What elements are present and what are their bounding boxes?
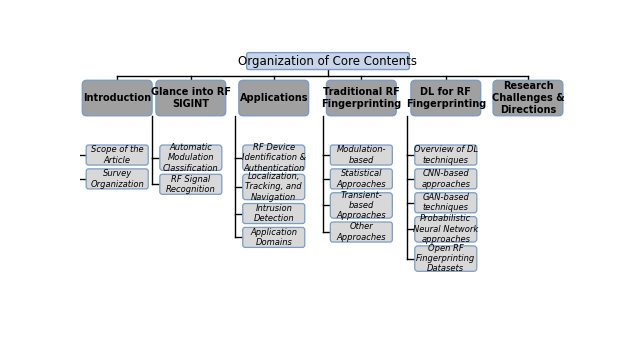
Text: Modulation-
based: Modulation- based	[337, 145, 386, 165]
FancyBboxPatch shape	[239, 80, 308, 116]
FancyBboxPatch shape	[415, 193, 477, 213]
Text: GAN-based
techniques: GAN-based techniques	[422, 193, 469, 212]
Text: Scope of the
Article: Scope of the Article	[91, 145, 143, 165]
Text: Research
Challenges &
Directions: Research Challenges & Directions	[492, 81, 564, 115]
Text: Organization of Core Contents: Organization of Core Contents	[239, 55, 417, 67]
Text: RF Signal
Recognition: RF Signal Recognition	[166, 175, 216, 194]
FancyBboxPatch shape	[86, 169, 148, 189]
Text: Probabilistic
Neural Network
approaches: Probabilistic Neural Network approaches	[413, 214, 479, 244]
FancyBboxPatch shape	[160, 145, 222, 170]
Text: Traditional RF
Fingerprinting: Traditional RF Fingerprinting	[321, 87, 401, 109]
FancyBboxPatch shape	[330, 145, 392, 165]
FancyBboxPatch shape	[411, 80, 481, 116]
Text: Introduction: Introduction	[83, 93, 151, 103]
FancyBboxPatch shape	[156, 80, 226, 116]
FancyBboxPatch shape	[243, 228, 305, 247]
Text: Statistical
Approaches: Statistical Approaches	[337, 169, 386, 189]
Text: Open RF
Fingerprinting
Datasets: Open RF Fingerprinting Datasets	[416, 244, 476, 273]
FancyBboxPatch shape	[83, 80, 152, 116]
FancyBboxPatch shape	[415, 169, 477, 189]
FancyBboxPatch shape	[243, 145, 305, 170]
Text: RF Device
Identification &
Authentication: RF Device Identification & Authenticatio…	[242, 143, 306, 173]
Text: Overview of DL
techniques: Overview of DL techniques	[413, 145, 478, 165]
Text: Automatic
Modulation
Classification: Automatic Modulation Classification	[163, 143, 219, 173]
Text: Application
Domains: Application Domains	[250, 228, 297, 247]
Text: CNN-based
approaches: CNN-based approaches	[421, 169, 470, 189]
FancyBboxPatch shape	[415, 145, 477, 165]
FancyBboxPatch shape	[415, 246, 477, 271]
FancyBboxPatch shape	[246, 53, 410, 70]
Text: Survey
Organization: Survey Organization	[90, 169, 144, 189]
FancyBboxPatch shape	[330, 169, 392, 189]
Text: Transient-
based
Approaches: Transient- based Approaches	[337, 191, 386, 220]
FancyBboxPatch shape	[326, 80, 396, 116]
Text: DL for RF
Fingerprinting: DL for RF Fingerprinting	[406, 87, 486, 109]
FancyBboxPatch shape	[330, 222, 392, 242]
FancyBboxPatch shape	[243, 203, 305, 224]
FancyBboxPatch shape	[160, 174, 222, 194]
Text: Applications: Applications	[239, 93, 308, 103]
FancyBboxPatch shape	[86, 145, 148, 165]
FancyBboxPatch shape	[243, 174, 305, 200]
Text: Glance into RF
SIGINT: Glance into RF SIGINT	[151, 87, 231, 109]
FancyBboxPatch shape	[415, 217, 477, 242]
FancyBboxPatch shape	[493, 80, 563, 116]
Text: Intrusion
Detection: Intrusion Detection	[253, 204, 294, 223]
Text: Localization,
Tracking, and
Navigation: Localization, Tracking, and Navigation	[245, 172, 302, 202]
FancyBboxPatch shape	[330, 193, 392, 218]
Text: Other
Approaches: Other Approaches	[337, 222, 386, 242]
